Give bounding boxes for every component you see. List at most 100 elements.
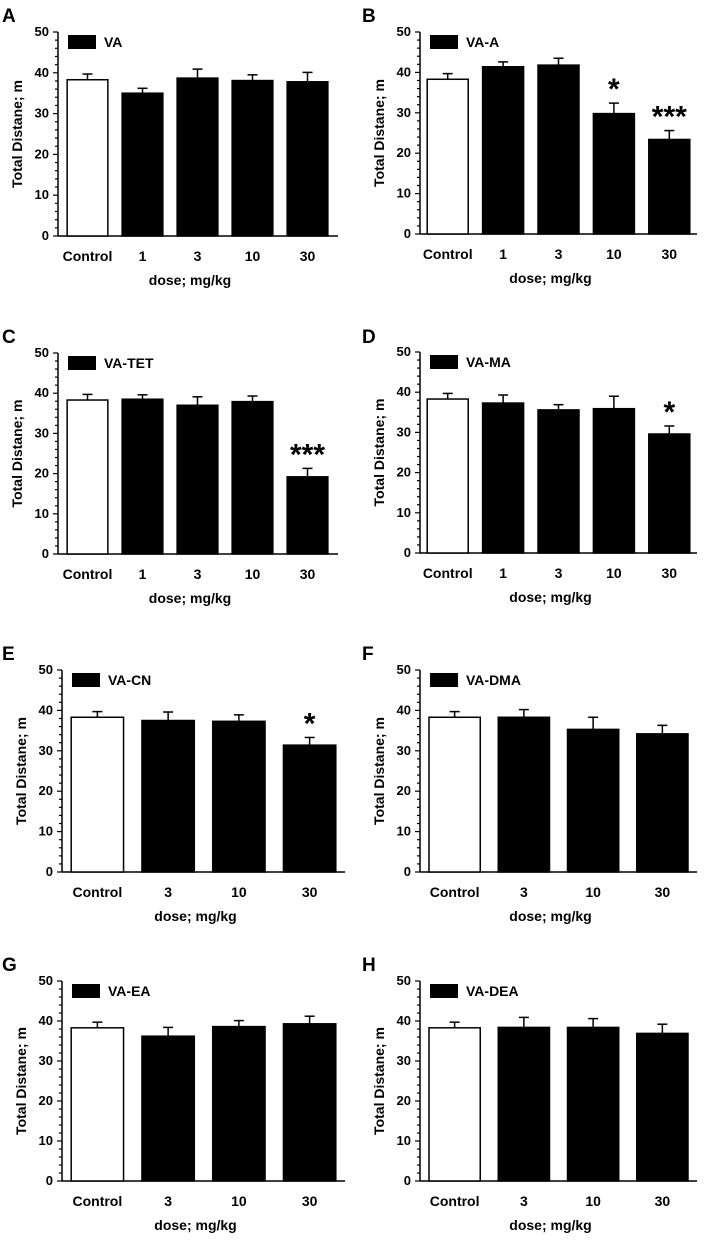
legend-swatch — [68, 356, 96, 370]
x-tick-label: 10 — [585, 1193, 601, 1209]
x-tick-label: Control — [63, 566, 113, 582]
x-tick-label: 30 — [662, 246, 678, 262]
bar-dose — [286, 476, 329, 555]
panel-letter: A — [2, 6, 16, 27]
legend-label: VA — [104, 34, 122, 50]
y-tick-label: 10 — [397, 186, 411, 201]
y-tick-label: 20 — [397, 465, 411, 480]
panel-letter: F — [362, 644, 374, 665]
x-tick-label: 30 — [300, 566, 316, 582]
significance-marker: * — [608, 73, 620, 106]
bar-dose — [497, 716, 551, 873]
bar-dose — [537, 409, 580, 554]
y-tick-label: 40 — [397, 384, 411, 399]
bar-dose — [497, 1026, 551, 1182]
x-axis-label: dose; mg/kg — [154, 908, 236, 924]
legend-label: VA-TET — [104, 355, 154, 371]
legend-swatch — [430, 35, 458, 49]
bar-dose — [592, 407, 636, 554]
bar-control — [70, 716, 125, 873]
bar-dose — [141, 719, 196, 873]
x-tick-label: 1 — [139, 566, 147, 582]
x-tick-label: 30 — [655, 1193, 671, 1209]
bar-dose — [121, 398, 164, 555]
bar-dose — [636, 733, 689, 873]
significance-marker: *** — [290, 438, 325, 471]
chart-panel-a: A 0 10 20 30 40 50 Total Distane; m Control 1 3 10 3… — [2, 6, 338, 288]
bar-dose — [211, 1025, 266, 1182]
x-axis-label: dose; mg/kg — [509, 589, 591, 605]
x-tick-label: 10 — [231, 1193, 247, 1209]
y-tick-label: 50 — [397, 973, 411, 988]
x-axis-label: dose; mg/kg — [509, 908, 591, 924]
x-tick-label: 3 — [164, 1193, 172, 1209]
y-tick-label: 40 — [397, 1013, 411, 1028]
bar-dose — [566, 728, 620, 873]
y-tick-label: 10 — [397, 824, 411, 839]
x-tick-label: 3 — [164, 884, 172, 900]
y-tick-label: 10 — [39, 1133, 53, 1148]
x-tick-label: Control — [63, 248, 113, 264]
y-tick-label: 20 — [397, 145, 411, 160]
y-tick-label: 30 — [39, 1053, 53, 1068]
x-axis-label: dose; mg/kg — [154, 1217, 236, 1233]
chart-panel-h: H 0 10 20 30 40 50 Total Distane; m Control 3 10 30… — [362, 955, 697, 1233]
y-tick-label: 50 — [35, 24, 49, 39]
y-tick-label: 20 — [39, 783, 53, 798]
bar-dose — [176, 77, 219, 237]
x-tick-label: 1 — [139, 248, 147, 264]
y-tick-label: 30 — [397, 743, 411, 758]
legend-swatch — [68, 35, 96, 49]
significance-marker: *** — [652, 101, 687, 134]
x-tick-label: 10 — [585, 884, 601, 900]
y-tick-label: 30 — [397, 1053, 411, 1068]
y-axis-label: Total Distane; m — [9, 80, 25, 188]
y-axis-label: Total Distane; m — [13, 717, 29, 825]
bar-dose — [566, 1026, 620, 1182]
legend-swatch — [72, 673, 100, 687]
y-tick-label: 40 — [397, 64, 411, 79]
y-tick-label: 10 — [35, 187, 49, 202]
y-tick-label: 10 — [397, 1133, 411, 1148]
y-tick-label: 0 — [404, 226, 411, 241]
x-tick-label: 30 — [662, 565, 678, 581]
bar-dose — [537, 64, 580, 235]
legend-swatch — [430, 673, 458, 687]
bar-dose — [636, 1032, 689, 1182]
x-tick-label: Control — [430, 884, 480, 900]
y-tick-label: 10 — [397, 505, 411, 520]
significance-marker: * — [304, 707, 316, 740]
bar-dose — [282, 1023, 337, 1182]
x-axis-label: dose; mg/kg — [509, 1217, 591, 1233]
y-tick-label: 0 — [404, 864, 411, 879]
y-tick-label: 30 — [397, 424, 411, 439]
y-tick-label: 20 — [397, 783, 411, 798]
legend-label: VA-CN — [108, 672, 151, 688]
bar-dose — [592, 112, 636, 235]
y-tick-label: 0 — [404, 1173, 411, 1188]
y-tick-label: 50 — [397, 344, 411, 359]
x-tick-label: 3 — [194, 248, 202, 264]
bar-dose — [282, 744, 337, 873]
x-tick-label: 3 — [555, 565, 563, 581]
bar-control — [426, 78, 469, 235]
bar-dose — [481, 65, 525, 235]
y-tick-label: 0 — [46, 864, 53, 879]
chart-panel-f: F 0 10 20 30 40 50 Total Distane; m Control 3 10 30… — [362, 644, 697, 924]
y-tick-label: 30 — [39, 743, 53, 758]
bar-dose — [648, 138, 691, 235]
x-tick-label: 30 — [302, 1193, 318, 1209]
y-axis-label: Total Distane; m — [371, 1027, 387, 1135]
y-tick-label: 20 — [35, 466, 49, 481]
legend-label: VA-MA — [466, 354, 511, 370]
bar-dose — [176, 404, 219, 555]
legend-swatch — [430, 984, 458, 998]
chart-panel-g: G 0 10 20 30 40 50 Total Distane; m Control 3 10 30… — [2, 955, 345, 1233]
legend-label: VA-EA — [108, 983, 151, 999]
significance-marker: * — [663, 396, 675, 429]
y-tick-label: 40 — [35, 385, 49, 400]
x-tick-label: 1 — [499, 565, 507, 581]
y-axis-label: Total Distane; m — [9, 400, 25, 508]
chart-panel-c: C 0 10 20 30 40 50 Total Distane; m Control 1 3 10 3… — [2, 327, 338, 606]
